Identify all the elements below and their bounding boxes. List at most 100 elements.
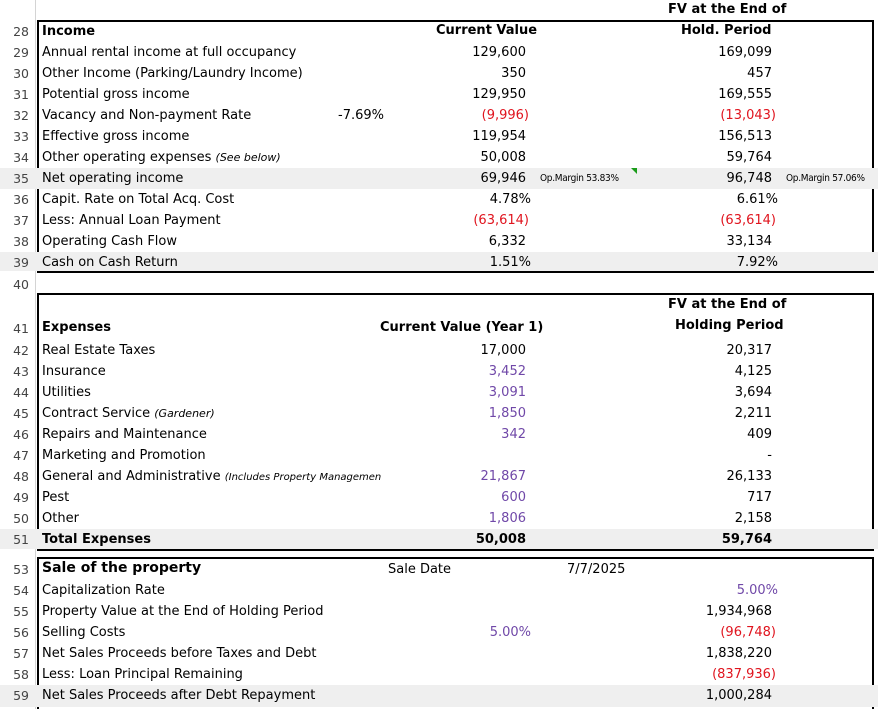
row-number: 45 — [13, 406, 29, 421]
row-label[interactable]: Pest — [42, 490, 70, 505]
income-row-29: 29 Annual rental income at full occupanc… — [0, 42, 878, 63]
current-value[interactable]: 50,008 — [480, 150, 527, 165]
current-op-margin[interactable]: Op.Margin 53.83% — [540, 173, 619, 184]
fv-value[interactable]: 717 — [747, 490, 772, 505]
row-label[interactable]: Effective gross income — [42, 129, 190, 144]
current-value[interactable]: 342 — [501, 427, 526, 442]
fv-value[interactable]: 2,158 — [734, 511, 772, 526]
fv-value[interactable]: 5.00% — [736, 583, 778, 598]
expenses-row-42: 42 Real Estate Taxes 17,000 20,317 — [0, 340, 878, 361]
current-value[interactable]: 6,332 — [488, 234, 526, 249]
row-label[interactable]: Potential gross income — [42, 87, 190, 102]
current-value[interactable]: 69,946 — [480, 171, 527, 186]
sale-title[interactable]: Sale of the property — [42, 560, 202, 576]
fv-value[interactable]: 1,000,284 — [705, 688, 772, 703]
current-value[interactable]: 129,950 — [472, 87, 526, 102]
sale-date-label[interactable]: Sale Date — [388, 562, 452, 577]
selling-cost-rate[interactable]: 5.00% — [489, 625, 531, 640]
current-value[interactable]: 600 — [501, 490, 526, 505]
current-value[interactable]: 21,867 — [480, 469, 527, 484]
row-label[interactable]: Contract Service — [42, 406, 151, 421]
sale-date-value[interactable]: 7/7/2025 — [567, 562, 626, 577]
row-number: 37 — [13, 213, 29, 228]
current-value[interactable]: (9,996) — [481, 108, 529, 123]
row-label[interactable]: Total Expenses — [42, 532, 151, 547]
fv-value[interactable]: 4,125 — [734, 364, 772, 379]
fv-op-margin[interactable]: Op.Margin 57.06% — [786, 173, 865, 184]
fv-value[interactable]: 1,934,968 — [705, 604, 772, 619]
row-label[interactable]: Net operating income — [42, 171, 184, 186]
row-number: 54 — [13, 583, 29, 598]
fv-value[interactable]: 169,555 — [718, 87, 772, 102]
current-value[interactable]: 350 — [501, 66, 526, 81]
row-label[interactable]: Capit. Rate on Total Acq. Cost — [42, 192, 235, 207]
income-title[interactable]: Income — [42, 24, 96, 39]
row-label[interactable]: Utilities — [42, 385, 91, 400]
row-label[interactable]: Cash on Cash Return — [42, 255, 178, 270]
row-number: 33 — [13, 129, 29, 144]
row-label[interactable]: Selling Costs — [42, 625, 126, 640]
sale-row-59: 59 Net Sales Proceeds after Debt Repayme… — [0, 685, 878, 707]
fv-value[interactable]: 59,764 — [721, 532, 772, 547]
fv-value[interactable]: 7.92% — [736, 255, 778, 270]
row-label[interactable]: Capitalization Rate — [42, 583, 165, 598]
expenses-title[interactable]: Expenses — [42, 320, 111, 335]
fv-value[interactable]: 3,694 — [734, 385, 772, 400]
row-note: (See below) — [215, 151, 281, 164]
row-label[interactable]: Less: Loan Principal Remaining — [42, 667, 243, 682]
fv-value[interactable]: (837,936) — [712, 667, 776, 682]
row-label[interactable]: General and Administrative — [42, 469, 221, 484]
fv-value[interactable]: 2,211 — [734, 406, 772, 421]
row-number: 38 — [13, 234, 29, 249]
row-label[interactable]: Net Sales Proceeds before Taxes and Debt — [42, 646, 317, 661]
fv-value[interactable]: 457 — [747, 66, 772, 81]
vacancy-rate[interactable]: -7.69% — [338, 108, 384, 123]
row-label[interactable]: Real Estate Taxes — [42, 343, 156, 358]
expenses-row-49: 49 Pest 600 717 — [0, 487, 878, 508]
expenses-row-50: 50 Other 1,806 2,158 — [0, 508, 878, 529]
fv-value[interactable]: 156,513 — [718, 129, 772, 144]
row-label[interactable]: Vacancy and Non-payment Rate — [42, 108, 252, 123]
sale-row-58: 58 Less: Loan Principal Remaining (837,9… — [0, 664, 878, 685]
current-value[interactable]: 4.78% — [489, 192, 531, 207]
fv-value[interactable]: - — [767, 448, 772, 463]
row-label[interactable]: Marketing and Promotion — [42, 448, 206, 463]
row-label-wrap: Other operating expenses (See below) — [42, 150, 281, 165]
fv-value[interactable]: (96,748) — [720, 625, 776, 640]
row-label[interactable]: Operating Cash Flow — [42, 234, 177, 249]
current-value[interactable]: 17,000 — [480, 343, 527, 358]
current-value[interactable]: 119,954 — [472, 129, 526, 144]
current-value[interactable]: (63,614) — [473, 213, 529, 228]
current-value[interactable]: 1.51% — [489, 255, 531, 270]
current-value[interactable]: 50,008 — [475, 532, 526, 547]
current-value[interactable]: 1,850 — [488, 406, 526, 421]
row-label[interactable]: Net Sales Proceeds after Debt Repayment — [42, 688, 316, 703]
current-value[interactable]: 1,806 — [488, 511, 526, 526]
row-label[interactable]: Annual rental income at full occupancy — [42, 45, 297, 60]
row-label[interactable]: Property Value at the End of Holding Per… — [42, 604, 324, 619]
income-row-35: 35 Net operating income 69,946 Op.Margin… — [0, 168, 878, 189]
fv-value[interactable]: 1,838,220 — [705, 646, 772, 661]
sale-row-53: 53 Sale of the property Sale Date 7/7/20… — [0, 558, 878, 580]
fv-value[interactable]: (63,614) — [720, 213, 776, 228]
fv-value[interactable]: 96,748 — [726, 171, 773, 186]
fv-value[interactable]: 409 — [747, 427, 772, 442]
fv-value[interactable]: 59,764 — [726, 150, 773, 165]
fv-value[interactable]: 20,317 — [726, 343, 773, 358]
fv-value[interactable]: (13,043) — [720, 108, 776, 123]
sale-row-56: 56 Selling Costs 5.00% (96,748) — [0, 622, 878, 643]
row-label[interactable]: Insurance — [42, 364, 106, 379]
fv-value[interactable]: 6.61% — [736, 192, 778, 207]
fv-value[interactable]: 169,099 — [718, 45, 772, 60]
fv-value[interactable]: 33,134 — [726, 234, 773, 249]
row-header-divider — [35, 0, 36, 709]
row-label[interactable]: Other — [42, 511, 79, 526]
row-label[interactable]: Other operating expenses — [42, 150, 212, 165]
current-value[interactable]: 129,600 — [472, 45, 526, 60]
row-label[interactable]: Repairs and Maintenance — [42, 427, 207, 442]
fv-value[interactable]: 26,133 — [726, 469, 773, 484]
row-label[interactable]: Other Income (Parking/Laundry Income) — [42, 66, 303, 81]
current-value[interactable]: 3,091 — [488, 385, 526, 400]
row-label[interactable]: Less: Annual Loan Payment — [42, 213, 221, 228]
current-value[interactable]: 3,452 — [488, 364, 526, 379]
